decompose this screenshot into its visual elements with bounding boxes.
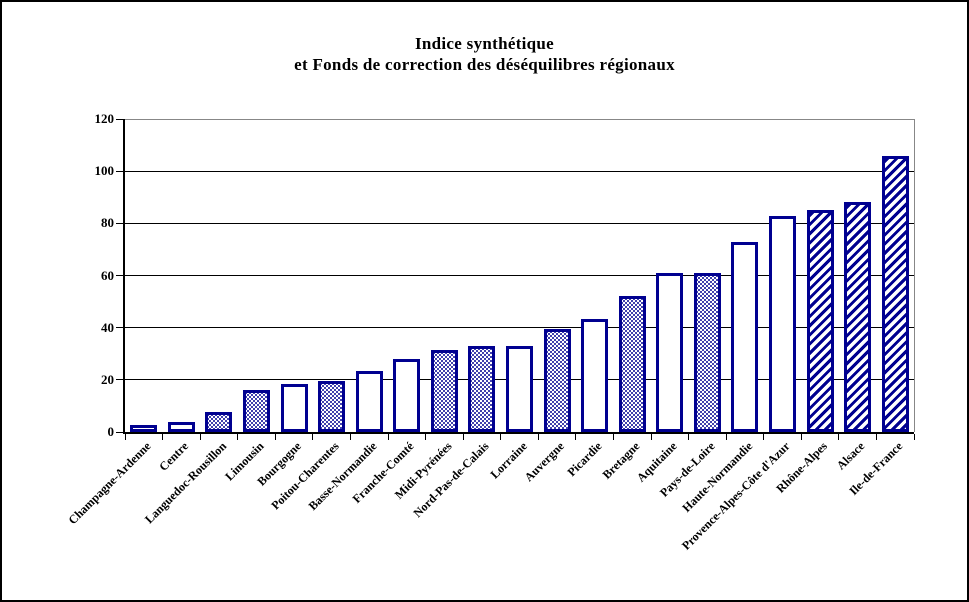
bar-midi-pyrenees <box>430 349 458 432</box>
x-axis-tick <box>199 434 201 440</box>
y-tick-label: 120 <box>94 111 115 126</box>
x-axis-tick <box>800 434 802 440</box>
gridline-120 <box>125 118 914 120</box>
y-axis-tick <box>116 379 123 381</box>
bar-ile-de-france <box>881 155 909 432</box>
bar-centre <box>167 421 195 432</box>
x-category-label-auvergne: Auvergne <box>521 439 567 485</box>
x-axis-tick <box>274 434 276 440</box>
x-axis-tick <box>838 434 840 440</box>
bar-bretagne <box>618 296 646 432</box>
y-tick-label: 60 <box>101 267 114 283</box>
x-axis-tick <box>537 434 539 440</box>
x-axis-tick <box>688 434 690 440</box>
gridline-60 <box>125 275 914 276</box>
x-axis-tick <box>237 434 239 440</box>
y-axis-tick <box>116 275 123 276</box>
bar-alsace <box>844 202 872 432</box>
x-axis-tick <box>349 434 351 440</box>
bar-franche-comte <box>393 358 421 432</box>
chart-title: Indice synthétique et Fonds de correctio… <box>2 33 967 75</box>
bar-poitou-charentes <box>318 381 346 432</box>
bar-aquitaine <box>656 272 684 432</box>
x-category-label-alsace: Alsace <box>834 439 868 473</box>
gridline-100 <box>125 170 914 172</box>
bar-provence-alpes-cote-d-azur <box>769 215 796 432</box>
bar-limousin <box>243 390 270 432</box>
x-axis-tick <box>500 434 502 440</box>
bar-bourgogne <box>280 383 308 432</box>
x-axis-tick <box>763 434 765 440</box>
bar-auvergne <box>543 328 571 432</box>
bar-basse-normandie <box>355 370 383 432</box>
x-axis-tick <box>575 434 577 440</box>
x-axis-tick <box>312 434 314 440</box>
x-axis-tick <box>725 434 727 440</box>
bar-lorraine <box>506 345 533 432</box>
x-axis-tick <box>162 434 164 440</box>
y-axis-tick <box>116 327 123 329</box>
y-tick-label: 40 <box>101 319 114 335</box>
chart-title-line2: et Fonds de correction des déséquilibres… <box>294 55 675 74</box>
bar-rhone-alpes <box>806 210 834 432</box>
x-axis-tick <box>612 434 614 440</box>
y-tick-label: 0 <box>107 424 115 439</box>
y-axis-tick <box>116 431 123 433</box>
x-axis-tick <box>875 434 877 440</box>
x-category-label-champagne-ardenne: Champagne-Ardenne <box>65 439 154 528</box>
gridline-40 <box>125 327 914 329</box>
plot-border-right <box>914 119 915 432</box>
bar-languedoc-rousillon <box>205 412 233 432</box>
x-axis <box>123 432 914 434</box>
y-tick-label: 20 <box>101 371 114 387</box>
bar-haute-normandie <box>731 241 759 432</box>
x-axis-tick <box>913 434 915 440</box>
bar-pays-de-loire <box>693 272 721 432</box>
x-category-label-picardie: Picardie <box>564 439 605 480</box>
y-axis-tick <box>116 170 123 172</box>
bar-nord-pas-de-calais <box>468 345 496 432</box>
chart-title-line1: Indice synthétique <box>414 34 555 53</box>
y-tick-label: 100 <box>94 163 115 179</box>
bar-picardie <box>581 318 609 432</box>
x-axis-tick <box>462 434 464 440</box>
y-axis-tick <box>116 222 123 224</box>
x-axis-tick <box>387 434 389 440</box>
y-axis <box>123 119 125 434</box>
x-axis-tick <box>124 434 126 440</box>
bar-champagne-ardenne <box>130 425 158 432</box>
x-axis-tick <box>425 434 427 440</box>
x-axis-tick <box>650 434 652 440</box>
y-axis-tick <box>116 118 123 120</box>
x-category-label-centre: Centre <box>156 439 192 474</box>
y-tick-label: 80 <box>101 215 114 231</box>
gridline-80 <box>125 222 914 224</box>
